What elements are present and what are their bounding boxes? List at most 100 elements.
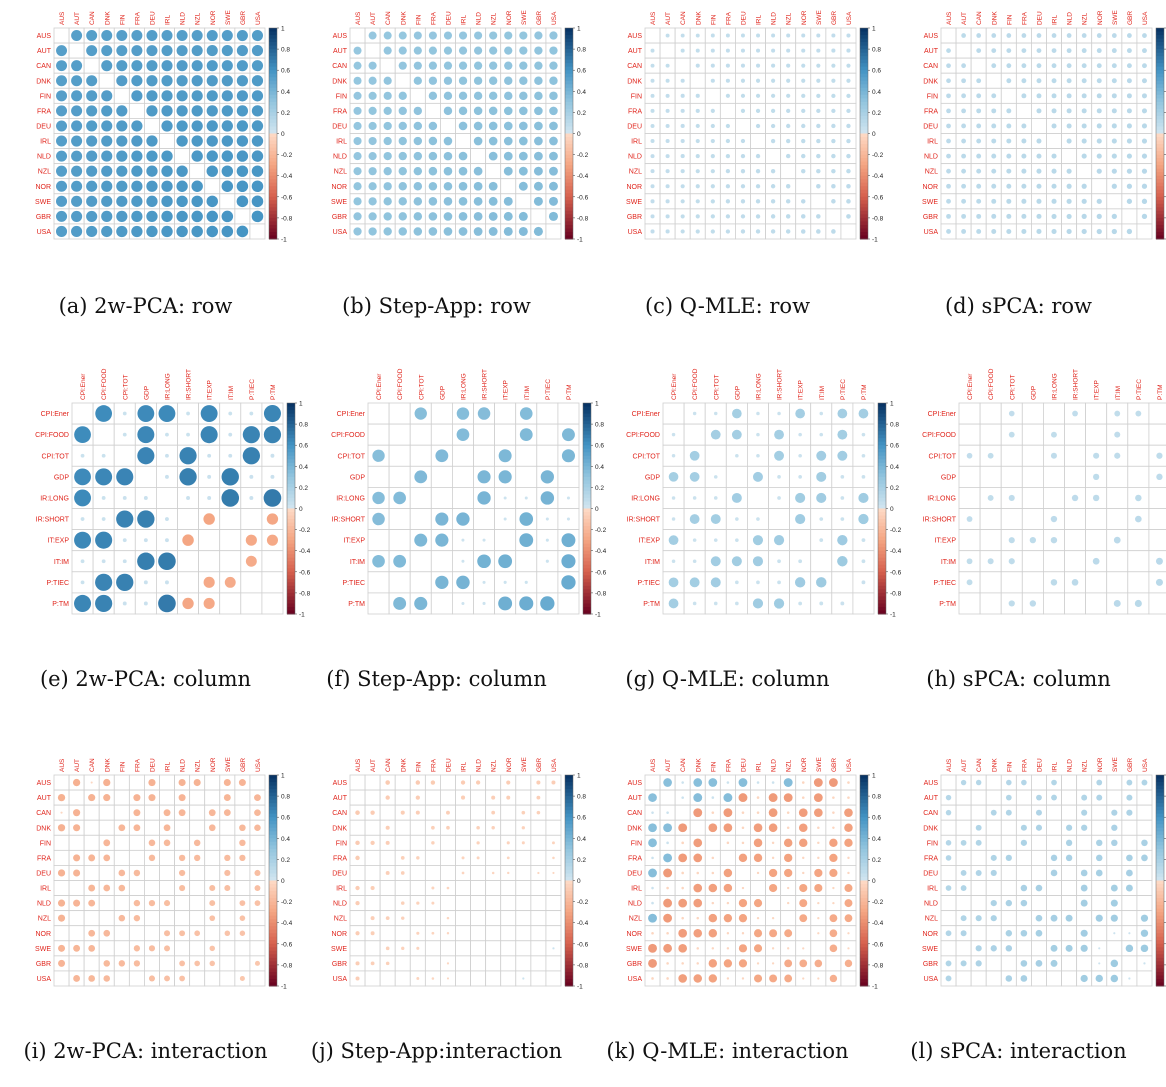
colorbar-segment (583, 427, 591, 432)
correlation-dot (355, 885, 360, 891)
correlation-dot (976, 48, 982, 53)
correlation-dot (671, 496, 676, 500)
correlation-dot (540, 491, 555, 505)
colorbar-segment (269, 154, 277, 159)
correlation-dot (518, 211, 528, 221)
correlation-dot (221, 210, 234, 223)
colorbar-segment (860, 200, 868, 205)
correlation-dot (710, 138, 715, 144)
colorbar-segment (269, 947, 277, 952)
correlation-dot (1093, 452, 1100, 459)
colorbar-segment (565, 66, 573, 71)
correlation-dot (861, 432, 866, 437)
correlation-dot (975, 779, 982, 786)
correlation-dot (692, 411, 697, 416)
colorbar-segment (287, 606, 295, 611)
correlation-dot (206, 120, 218, 132)
grid-cell (500, 955, 517, 972)
correlation-dot (990, 915, 997, 922)
correlation-dot (1126, 779, 1133, 786)
colorbar-segment (565, 42, 573, 47)
correlation-dot (428, 31, 437, 40)
column-label: NZL (1082, 12, 1089, 25)
row-label: IR:SHORT (923, 517, 957, 524)
correlation-dot (176, 120, 188, 132)
grid-cell (530, 955, 547, 972)
grid-cell (409, 87, 426, 104)
correlation-dot (86, 105, 98, 117)
row-label: CAN (923, 63, 938, 70)
correlation-dot (545, 538, 549, 542)
grid-cell (364, 865, 381, 881)
colorbar-segment (860, 901, 868, 906)
colorbar-segment (1156, 193, 1164, 198)
column-label: CAN (680, 758, 687, 772)
correlation-dot (695, 48, 700, 53)
correlation-dot (756, 811, 760, 814)
colorbar-segment (860, 45, 868, 50)
row-label: IRL (927, 139, 938, 146)
colorbar-segment (269, 231, 277, 236)
colorbar-tick-label: -1 (281, 984, 287, 991)
grid-cell (955, 895, 972, 912)
correlation-dot (777, 475, 781, 479)
grid-cell (388, 508, 411, 531)
grid-cell (1021, 486, 1044, 509)
colorbar-tick-label: 0 (299, 506, 303, 513)
correlation-dot (665, 169, 670, 174)
row-label: IR:SHORT (36, 517, 70, 524)
colorbar-segment (583, 606, 591, 611)
grid-cell (113, 849, 130, 866)
colorbar-tick-label: 0 (872, 878, 876, 885)
column-label: DNK (695, 11, 702, 25)
grid-cell (955, 42, 972, 59)
correlation-dot (695, 138, 700, 144)
column-label: FRA (1021, 11, 1028, 25)
grid-cell (349, 910, 366, 927)
correlation-dot (961, 63, 966, 69)
correlation-dot (146, 135, 158, 147)
correlation-dot (355, 961, 360, 966)
correlation-dot (663, 898, 673, 908)
correlation-dot (353, 46, 362, 55)
colorbar-segment (565, 52, 573, 57)
colorbar-tick-label: -0.8 (281, 215, 293, 222)
colorbar-segment (565, 196, 573, 201)
correlation-dot (681, 796, 684, 799)
colorbar-segment (878, 455, 886, 460)
colorbar-segment (1156, 848, 1164, 853)
grid-cell (1046, 819, 1062, 836)
correlation-dot (816, 63, 821, 68)
correlation-dot (446, 886, 450, 890)
colorbar-segment (565, 964, 573, 969)
correlation-dot (122, 601, 127, 606)
colorbar-segment (565, 80, 573, 85)
colorbar-segment (1156, 880, 1164, 885)
grid-cell (1015, 865, 1032, 881)
correlation-dot (236, 225, 249, 238)
correlation-dot (966, 516, 973, 522)
grid-cell (1031, 865, 1047, 881)
correlation-dot (975, 824, 982, 831)
correlation-dot (86, 210, 98, 222)
colorbar-segment (565, 126, 573, 131)
grid-cell (470, 910, 487, 927)
correlation-dot (711, 871, 715, 875)
grid-cell (500, 970, 517, 987)
correlation-dot (740, 108, 746, 114)
colorbar-segment (1156, 108, 1164, 113)
grid-cell (470, 895, 487, 912)
row-label: FIN (336, 840, 347, 847)
grid-cell (955, 940, 972, 957)
grid-cell (735, 865, 751, 881)
correlation-dot (236, 90, 249, 102)
correlation-dot (831, 48, 836, 53)
colorbar-segment (583, 540, 591, 545)
colorbar-segment (1156, 894, 1164, 899)
column-label: CPI:FOOD (692, 368, 699, 400)
colorbar-segment (269, 778, 277, 783)
grid-cell (68, 42, 85, 59)
correlation-dot (443, 197, 453, 206)
column-label: NOR (801, 10, 808, 25)
correlation-dot (861, 559, 866, 564)
